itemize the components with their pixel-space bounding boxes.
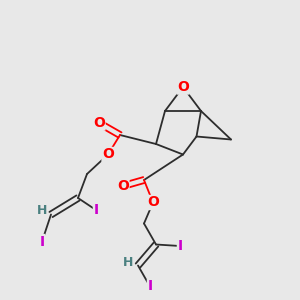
Text: H: H: [123, 256, 134, 269]
Text: O: O: [102, 148, 114, 161]
Text: O: O: [147, 196, 159, 209]
Text: I: I: [39, 235, 45, 248]
Text: I: I: [147, 280, 153, 293]
Text: O: O: [117, 179, 129, 193]
Text: O: O: [93, 116, 105, 130]
Text: H: H: [37, 203, 47, 217]
Text: I: I: [177, 239, 183, 253]
Text: I: I: [93, 203, 99, 217]
Text: O: O: [177, 80, 189, 94]
